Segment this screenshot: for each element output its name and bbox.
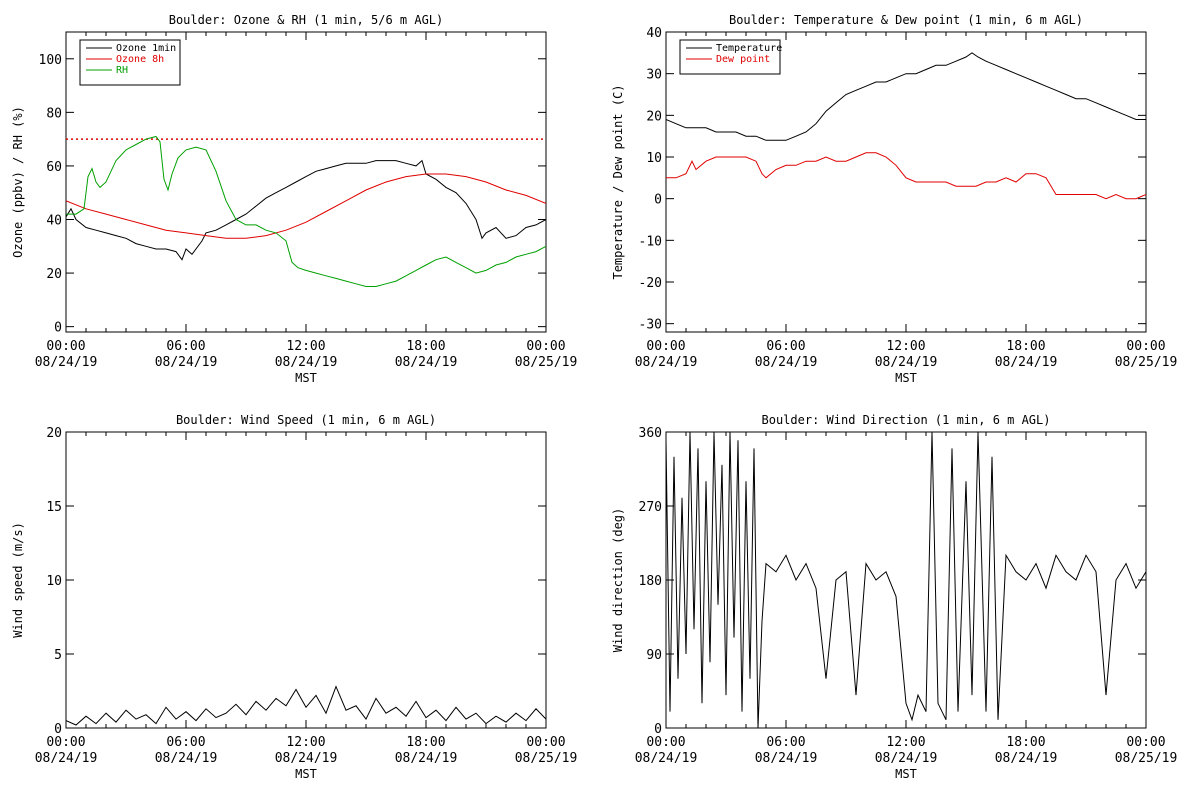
y-tick-label: 0 xyxy=(54,321,62,336)
x-axis-label: MST xyxy=(895,371,917,385)
legend-label: RH xyxy=(116,65,128,76)
legend-label: Ozone 8h xyxy=(116,54,164,65)
chart-title: Boulder: Wind Direction (1 min, 6 m AGL) xyxy=(762,413,1051,427)
y-axis-label: Ozone (ppbv) / RH (%) xyxy=(11,106,25,258)
series-line-dew-point xyxy=(666,152,1146,200)
series-line-ozone-8h xyxy=(66,173,546,239)
x-tick-date-label: 08/24/19 xyxy=(995,751,1058,766)
x-tick-date-label: 08/24/19 xyxy=(755,355,818,370)
series-line-data xyxy=(666,432,1146,728)
y-tick-label: 60 xyxy=(46,160,62,175)
chart-title: Boulder: Wind Speed (1 min, 6 m AGL) xyxy=(176,413,436,427)
x-tick-date-label: 08/25/19 xyxy=(515,751,578,766)
x-tick-date-label: 08/24/19 xyxy=(275,751,338,766)
chart-title: Boulder: Temperature & Dew point (1 min,… xyxy=(729,13,1083,27)
x-tick-time-label: 06:00 xyxy=(166,339,205,354)
legend-box xyxy=(679,39,781,75)
x-tick-time-label: 00:00 xyxy=(646,735,685,750)
y-tick-label: 30 xyxy=(646,68,662,83)
chart-panel-4: Boulder: Wind Direction (1 min, 6 m AGL)… xyxy=(611,413,1177,781)
y-tick-label: 5 xyxy=(54,648,62,663)
y-tick-label: 0 xyxy=(654,722,662,737)
x-tick-date-label: 08/24/19 xyxy=(155,355,218,370)
x-tick-time-label: 06:00 xyxy=(166,735,205,750)
y-tick-label: 80 xyxy=(46,106,62,121)
x-axis-label: MST xyxy=(295,371,317,385)
y-tick-label: 100 xyxy=(39,53,62,68)
x-tick-date-label: 08/24/19 xyxy=(395,355,458,370)
y-tick-label: 40 xyxy=(46,214,62,229)
x-tick-date-label: 08/24/19 xyxy=(35,355,98,370)
y-tick-label: -30 xyxy=(639,318,662,333)
x-tick-time-label: 00:00 xyxy=(1126,339,1165,354)
x-tick-date-label: 08/24/19 xyxy=(395,751,458,766)
x-tick-time-label: 18:00 xyxy=(1006,339,1045,354)
x-tick-time-label: 00:00 xyxy=(46,735,85,750)
legend-label: Ozone 1min xyxy=(116,43,176,54)
series-line-ozone-1min xyxy=(66,159,546,261)
x-tick-time-label: 00:00 xyxy=(1126,735,1165,750)
y-tick-label: -10 xyxy=(639,234,662,249)
series-line-data xyxy=(66,685,546,726)
series-line-rh xyxy=(66,135,546,287)
series-line-temperature xyxy=(666,52,1146,141)
x-tick-date-label: 08/24/19 xyxy=(35,751,98,766)
x-axis-label: MST xyxy=(295,767,317,781)
x-tick-date-label: 08/24/19 xyxy=(755,751,818,766)
y-tick-label: 20 xyxy=(646,109,662,124)
plot-frame xyxy=(65,431,547,729)
x-tick-date-label: 08/24/19 xyxy=(635,751,698,766)
x-axis-label: MST xyxy=(895,767,917,781)
plot-frame xyxy=(665,31,1147,333)
x-tick-time-label: 18:00 xyxy=(406,339,445,354)
x-tick-time-label: 00:00 xyxy=(646,339,685,354)
x-tick-time-label: 12:00 xyxy=(286,735,325,750)
x-tick-time-label: 12:00 xyxy=(886,735,925,750)
x-tick-time-label: 06:00 xyxy=(766,735,805,750)
plot-frame xyxy=(665,431,1147,729)
x-tick-time-label: 00:00 xyxy=(526,339,565,354)
y-tick-label: 180 xyxy=(639,574,662,589)
chart-title: Boulder: Ozone & RH (1 min, 5/6 m AGL) xyxy=(169,13,444,27)
x-tick-date-label: 08/24/19 xyxy=(155,751,218,766)
x-tick-time-label: 00:00 xyxy=(526,735,565,750)
x-tick-date-label: 08/25/19 xyxy=(1115,751,1178,766)
x-tick-date-label: 08/24/19 xyxy=(875,751,938,766)
x-tick-time-label: 18:00 xyxy=(406,735,445,750)
y-tick-label: 270 xyxy=(639,500,662,515)
x-tick-time-label: 18:00 xyxy=(1006,735,1045,750)
y-axis-label: Temperature / Dew point (C) xyxy=(611,84,625,279)
x-tick-date-label: 08/25/19 xyxy=(1115,355,1178,370)
y-tick-label: 0 xyxy=(654,193,662,208)
y-tick-label: 360 xyxy=(639,426,662,441)
y-tick-label: -20 xyxy=(639,276,662,291)
y-tick-label: 15 xyxy=(46,500,62,515)
x-tick-time-label: 12:00 xyxy=(886,339,925,354)
x-tick-date-label: 08/25/19 xyxy=(515,355,578,370)
x-tick-date-label: 08/24/19 xyxy=(995,355,1058,370)
x-tick-time-label: 00:00 xyxy=(46,339,85,354)
x-tick-date-label: 08/24/19 xyxy=(635,355,698,370)
y-axis-label: Wind speed (m/s) xyxy=(11,522,25,638)
y-tick-label: 20 xyxy=(46,426,62,441)
x-tick-date-label: 08/24/19 xyxy=(875,355,938,370)
y-tick-label: 10 xyxy=(46,574,62,589)
x-tick-time-label: 12:00 xyxy=(286,339,325,354)
chart-panel-1: Boulder: Ozone & RH (1 min, 5/6 m AGL) 0 2… xyxy=(11,13,577,385)
legend-label: Dew point xyxy=(716,54,770,65)
y-tick-label: 40 xyxy=(646,26,662,41)
y-tick-label: 20 xyxy=(46,267,62,282)
legend-label: Temperature xyxy=(716,43,782,54)
y-tick-label: 10 xyxy=(646,151,662,166)
x-tick-date-label: 08/24/19 xyxy=(275,355,338,370)
y-tick-label: 90 xyxy=(646,648,662,663)
chart-panel-2: Boulder: Temperature & Dew point (1 min,… xyxy=(611,13,1177,385)
x-tick-time-label: 06:00 xyxy=(766,339,805,354)
chart-panel-3: Boulder: Wind Speed (1 min, 6 m AGL) 0 5 10… xyxy=(11,413,577,781)
y-tick-label: 0 xyxy=(54,722,62,737)
y-axis-label: Wind direction (deg) xyxy=(611,508,625,653)
